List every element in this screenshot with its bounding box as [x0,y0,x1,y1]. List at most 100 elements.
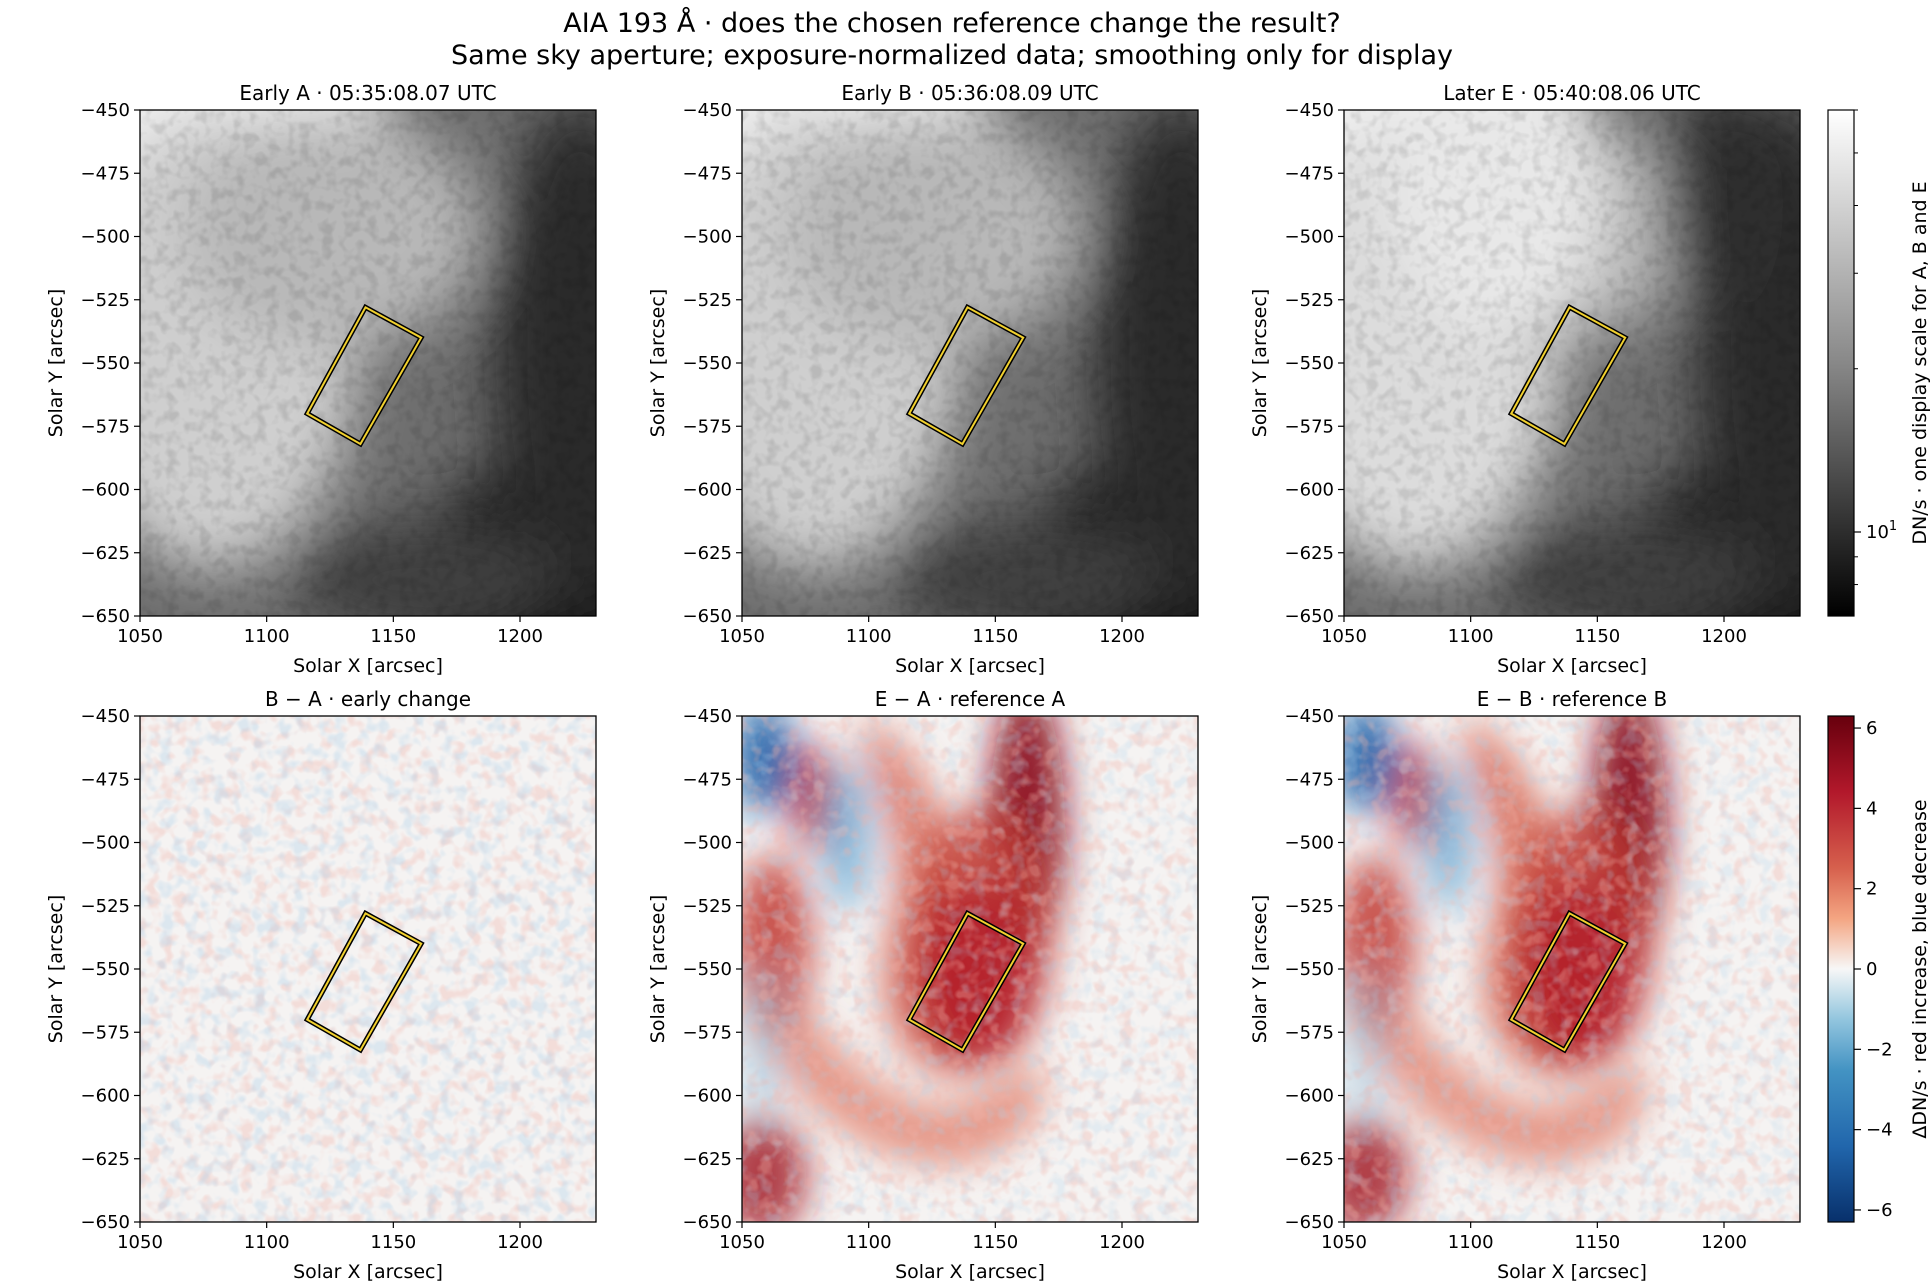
aperture-outline-inner [907,305,1025,446]
image-background [1344,110,1800,616]
y-tick-label: −500 [1285,227,1334,248]
y-tick-label: −600 [81,1086,130,1107]
x-axis-label: Solar X [arcsec] [293,1261,443,1283]
y-tick-label: −450 [81,100,130,121]
y-tick-label: −525 [81,290,130,311]
x-tick-label: 1200 [497,626,543,647]
y-tick-label: −625 [81,1149,130,1170]
y-tick-label: −600 [683,1086,732,1107]
colorbar-label: DN/s · one display scale for A, B and E [1909,181,1931,544]
y-tick-label: −550 [1285,353,1334,374]
y-tick-label: −650 [1285,606,1334,627]
y-tick-label: −575 [1285,1022,1334,1043]
colorbar-tick-label: 101 [1866,519,1897,543]
y-tick-label: −550 [1285,959,1334,980]
figure-subtitle: Same sky aperture; exposure-normalized d… [451,40,1453,71]
y-tick-label: −625 [683,543,732,564]
colorbar-tick-label: 0 [1866,959,1877,980]
aperture-outline-inner [1509,305,1627,446]
panel-title: E − A · reference A [875,687,1066,711]
x-tick-label: 1050 [1321,626,1367,647]
aperture-outline-inner [305,911,423,1052]
chart-panel-4: 1050 1100 1150 1200 −650 −625 −600 −575 −550 −525… [45,687,597,1283]
x-tick-label: 1150 [370,1232,416,1253]
y-tick-label: −650 [81,1212,130,1233]
y-tick-label: −475 [81,769,130,790]
y-tick-label: −500 [683,227,732,248]
y-tick-label: −450 [1285,100,1334,121]
y-tick-label: −450 [683,706,732,727]
x-tick-label: 1050 [117,1232,163,1253]
colorbar-1: 101 DN/s · one display scale for A, B and… [1827,109,1931,617]
x-tick-label: 1050 [719,1232,765,1253]
chart-panel-1: 1050 1100 1150 1200 −650 −625 −600 −575 −550 −525… [45,81,597,677]
y-tick-label: −625 [683,1149,732,1170]
y-tick-label: −525 [1285,896,1334,917]
colorbar-gradient [1827,715,1855,1223]
image-background [742,716,1198,1222]
x-tick-label: 1050 [719,626,765,647]
colorbars: 101 DN/s · one display scale for A, B and… [1827,109,1931,1223]
y-tick-label: −475 [683,769,732,790]
colorbar-tick-label: 4 [1866,798,1877,819]
x-tick-label: 1050 [117,626,163,647]
y-tick-label: −525 [683,896,732,917]
y-tick-label: −625 [1285,1149,1334,1170]
y-axis-label: Solar Y [arcsec] [45,289,67,437]
panel-title: B − A · early change [265,687,471,711]
aperture-outline-inner [305,305,423,446]
y-tick-label: −450 [81,706,130,727]
y-tick-label: −525 [683,290,732,311]
y-axis-label: Solar Y [arcsec] [45,895,67,1043]
chart-panel-6: 1050 1100 1150 1200 −650 −625 −600 −575 −550 −525… [1249,687,1801,1283]
x-axis-label: Solar X [arcsec] [1497,655,1647,677]
image-background [140,110,596,616]
aperture-outline-inner [1509,911,1627,1052]
y-tick-label: −600 [1285,480,1334,501]
x-tick-label: 1200 [1099,1232,1145,1253]
y-tick-label: −475 [1285,163,1334,184]
y-tick-label: −550 [81,353,130,374]
chart-panel-5: 1050 1100 1150 1200 −650 −625 −600 −575 −550 −525… [647,687,1199,1283]
x-tick-label: 1150 [370,626,416,647]
y-tick-label: −600 [81,480,130,501]
y-tick-label: −650 [1285,1212,1334,1233]
y-tick-label: −450 [683,100,732,121]
x-tick-label: 1200 [497,1232,543,1253]
y-tick-label: −625 [81,543,130,564]
colorbar-gradient [1827,109,1855,617]
colorbar-2: −6 −4 −2 0 2 4 6 ΔDN/s · red increase, blue dec… [1827,715,1931,1223]
x-tick-label: 1050 [1321,1232,1367,1253]
x-tick-label: 1150 [972,1232,1018,1253]
y-tick-label: −625 [1285,543,1334,564]
y-axis-label: Solar Y [arcsec] [647,289,669,437]
y-tick-label: −650 [683,1212,732,1233]
panel-title: E − B · reference B [1477,687,1667,711]
x-tick-label: 1200 [1701,1232,1747,1253]
y-tick-label: −550 [683,353,732,374]
colorbar-tick-label: −4 [1866,1120,1893,1141]
y-axis-label: Solar Y [arcsec] [1249,895,1271,1043]
y-tick-label: −450 [1285,706,1334,727]
x-tick-label: 1200 [1099,626,1145,647]
panel-title: Later E · 05:40:08.06 UTC [1443,81,1700,105]
image-background [1344,716,1800,1222]
x-tick-label: 1100 [1448,626,1494,647]
y-tick-label: −575 [1285,416,1334,437]
y-axis-label: Solar Y [arcsec] [1249,289,1271,437]
y-tick-label: −500 [81,833,130,854]
x-tick-label: 1100 [244,626,290,647]
y-tick-label: −575 [81,1022,130,1043]
colorbar-tick-label: 6 [1866,718,1877,739]
x-tick-label: 1100 [846,626,892,647]
y-tick-label: −600 [1285,1086,1334,1107]
x-axis-label: Solar X [arcsec] [895,655,1045,677]
y-tick-label: −650 [81,606,130,627]
y-tick-label: −500 [81,227,130,248]
y-tick-label: −575 [683,416,732,437]
x-axis-label: Solar X [arcsec] [293,655,443,677]
x-tick-label: 1100 [846,1232,892,1253]
